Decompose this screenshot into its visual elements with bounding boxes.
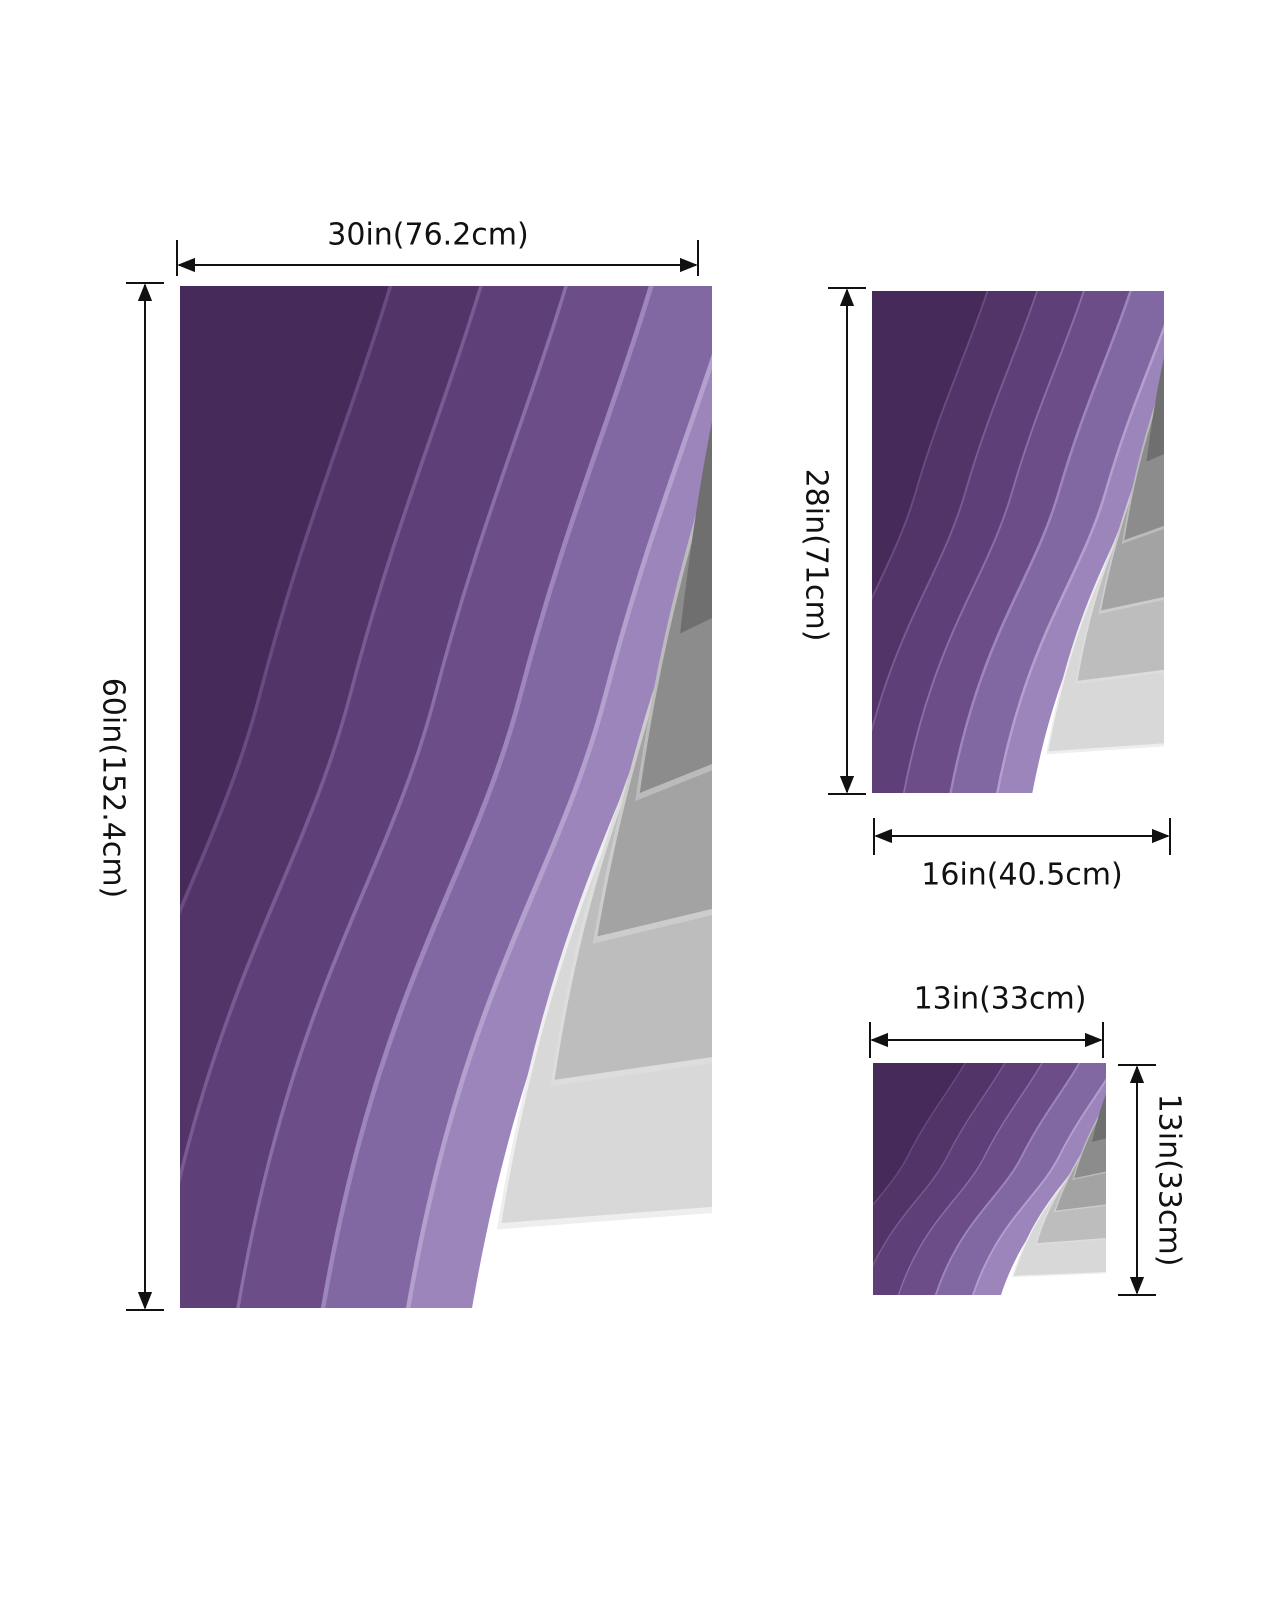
wash-cloth: 13in(33cm) 13in(33cm)	[869, 982, 1187, 1296]
height-label: 60in(152.4cm)	[96, 678, 131, 899]
towel-pattern	[47, 184, 850, 1410]
towel-pattern	[873, 1063, 1106, 1295]
towel-pattern	[799, 241, 1240, 843]
bath-towel: 30in(76.2cm) 60in(152.4cm)	[47, 184, 850, 1410]
height-label: 28in(71cm)	[799, 469, 834, 642]
width-label: 13in(33cm)	[914, 982, 1087, 1017]
hand-towel: 28in(71cm) 16in(40.5cm)	[799, 241, 1240, 893]
height-label: 13in(33cm)	[1152, 1094, 1187, 1267]
width-label: 30in(76.2cm)	[327, 218, 528, 253]
width-label: 16in(40.5cm)	[921, 858, 1122, 893]
